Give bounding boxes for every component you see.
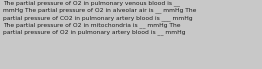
Text: The partial pressure of O2 in pulmonary venous blood is __
mmHg The partial pres: The partial pressure of O2 in pulmonary … bbox=[3, 1, 196, 35]
